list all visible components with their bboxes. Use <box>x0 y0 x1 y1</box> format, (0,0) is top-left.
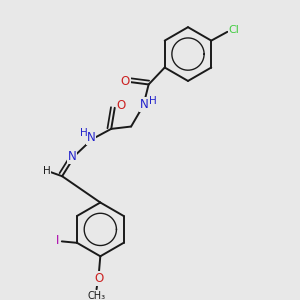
Text: H: H <box>80 128 87 138</box>
Text: N: N <box>140 98 148 111</box>
Text: O: O <box>121 75 130 88</box>
Text: Cl: Cl <box>228 26 239 35</box>
Text: O: O <box>95 272 104 285</box>
Text: N: N <box>68 150 77 163</box>
Text: N: N <box>87 131 95 144</box>
Text: H: H <box>149 96 157 106</box>
Text: H: H <box>43 166 51 176</box>
Text: CH₃: CH₃ <box>88 291 106 300</box>
Text: I: I <box>56 234 59 247</box>
Text: O: O <box>116 99 126 112</box>
